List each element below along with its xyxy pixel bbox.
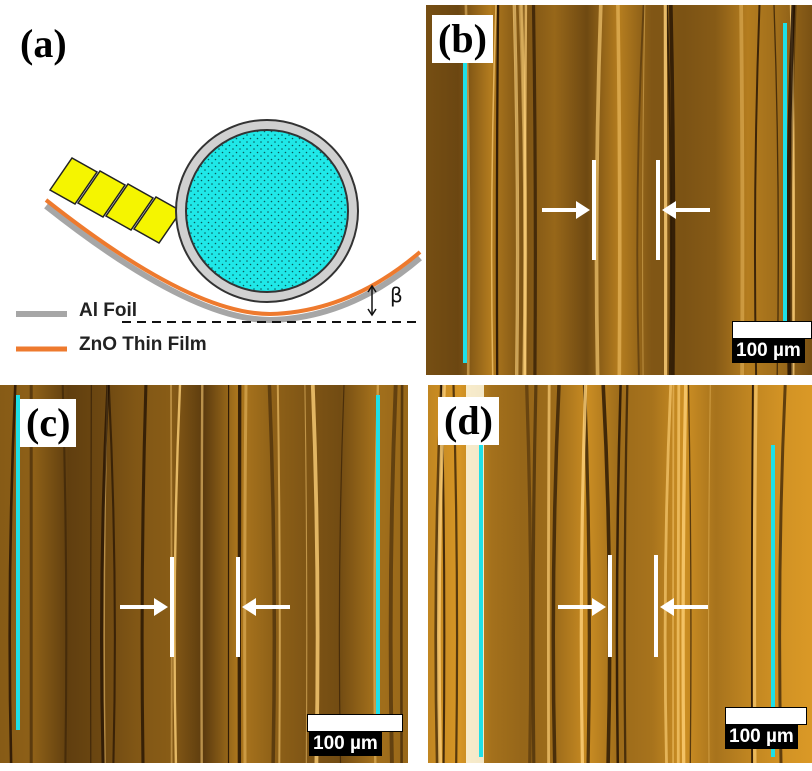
panel-label-b: (b) (432, 15, 493, 63)
scale-bar-label: 100 µm (725, 725, 798, 749)
scale-bar (725, 707, 807, 725)
scale-bar-label: 100 µm (732, 339, 805, 363)
bending-angle-symbol: β (390, 283, 403, 307)
bending-schematic (16, 119, 422, 352)
angle-double-arrow (367, 284, 377, 317)
legend-label-zno: ZnO Thin Film (79, 334, 207, 355)
zno-film-strip (44, 198, 422, 317)
micrograph-image (428, 385, 812, 763)
panel-d-micrograph: (d) 100 µm (428, 385, 812, 763)
micrograph-image (0, 385, 408, 763)
al-foil-strip (44, 203, 422, 324)
panel-label-c: (c) (20, 399, 77, 447)
micrograph-image (426, 5, 812, 375)
bending-cylinder (175, 119, 359, 303)
legend-label-al-foil: Al Foil (79, 300, 138, 321)
panel-b-micrograph: (b) 100 µm (426, 5, 812, 375)
scale-bar (732, 321, 812, 339)
scale-bar-label: 100 µm (309, 732, 382, 756)
panel-label-a: (a) (14, 20, 73, 68)
scale-bar (307, 714, 403, 732)
panel-label-d: (d) (438, 397, 499, 445)
panel-c-micrograph: (c) 100 µm (0, 385, 408, 763)
electrode-strips (48, 157, 183, 244)
panel-a: (a) Al Foil ZnO Thin Film β (0, 0, 426, 375)
